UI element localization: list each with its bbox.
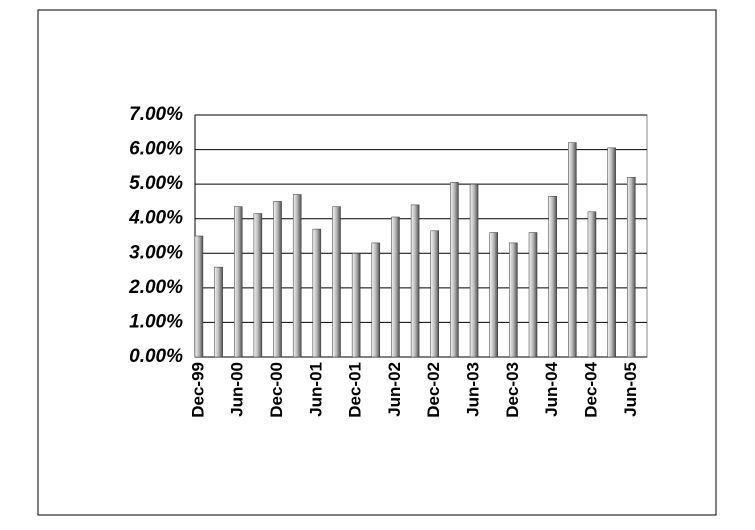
y-tick-label: 7.00%	[129, 104, 183, 125]
y-tick-label: 3.00%	[129, 242, 183, 263]
y-tick-label: 1.00%	[129, 311, 183, 332]
bar	[548, 195, 557, 358]
x-tick-label: Dec-00	[267, 362, 286, 418]
x-tick-label: Jun-03	[464, 362, 483, 417]
bar	[273, 201, 282, 358]
bar	[450, 182, 459, 358]
bar	[469, 183, 479, 358]
bar	[253, 213, 263, 358]
x-tick-label: Dec-01	[346, 362, 365, 418]
bar	[351, 253, 361, 358]
bar	[214, 266, 223, 358]
bar	[194, 235, 204, 358]
bar	[489, 232, 498, 358]
bar	[509, 242, 518, 358]
x-tick-label: Jun-04	[542, 361, 561, 416]
y-tick-label: 4.00%	[128, 208, 183, 229]
bar	[233, 206, 243, 358]
x-tick-label: Jun-01	[306, 362, 325, 417]
bar	[391, 216, 400, 358]
x-tick-label: Jun-00	[228, 362, 247, 417]
bar	[587, 211, 597, 358]
x-tick-label: Dec-02	[424, 362, 443, 418]
bar	[528, 232, 538, 358]
x-tick-label: Dec-03	[503, 362, 522, 418]
bar	[410, 204, 420, 358]
bar	[568, 142, 577, 358]
x-tick-label: Jun-02	[385, 362, 404, 417]
bar	[430, 230, 440, 358]
bar	[312, 228, 322, 358]
x-tick-label: Jun-05	[621, 362, 640, 417]
bar	[292, 194, 302, 358]
y-tick-label: 2.00%	[128, 277, 183, 298]
y-tick-label: 0.00%	[129, 346, 183, 367]
bar	[332, 206, 341, 358]
y-tick-label: 5.00%	[129, 173, 183, 194]
bar	[627, 176, 636, 358]
x-tick-label: Dec-04	[581, 361, 600, 417]
bar	[371, 242, 381, 358]
y-tick-label: 6.00%	[129, 139, 183, 160]
x-tick-label: Dec-99	[188, 362, 207, 418]
bar	[607, 147, 616, 358]
